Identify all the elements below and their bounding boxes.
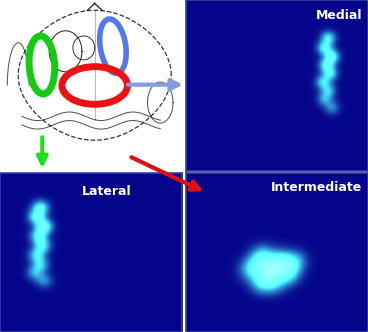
Text: Intermediate: Intermediate [271,181,362,194]
Text: Lateral: Lateral [82,185,131,199]
Text: Medial: Medial [316,9,362,22]
